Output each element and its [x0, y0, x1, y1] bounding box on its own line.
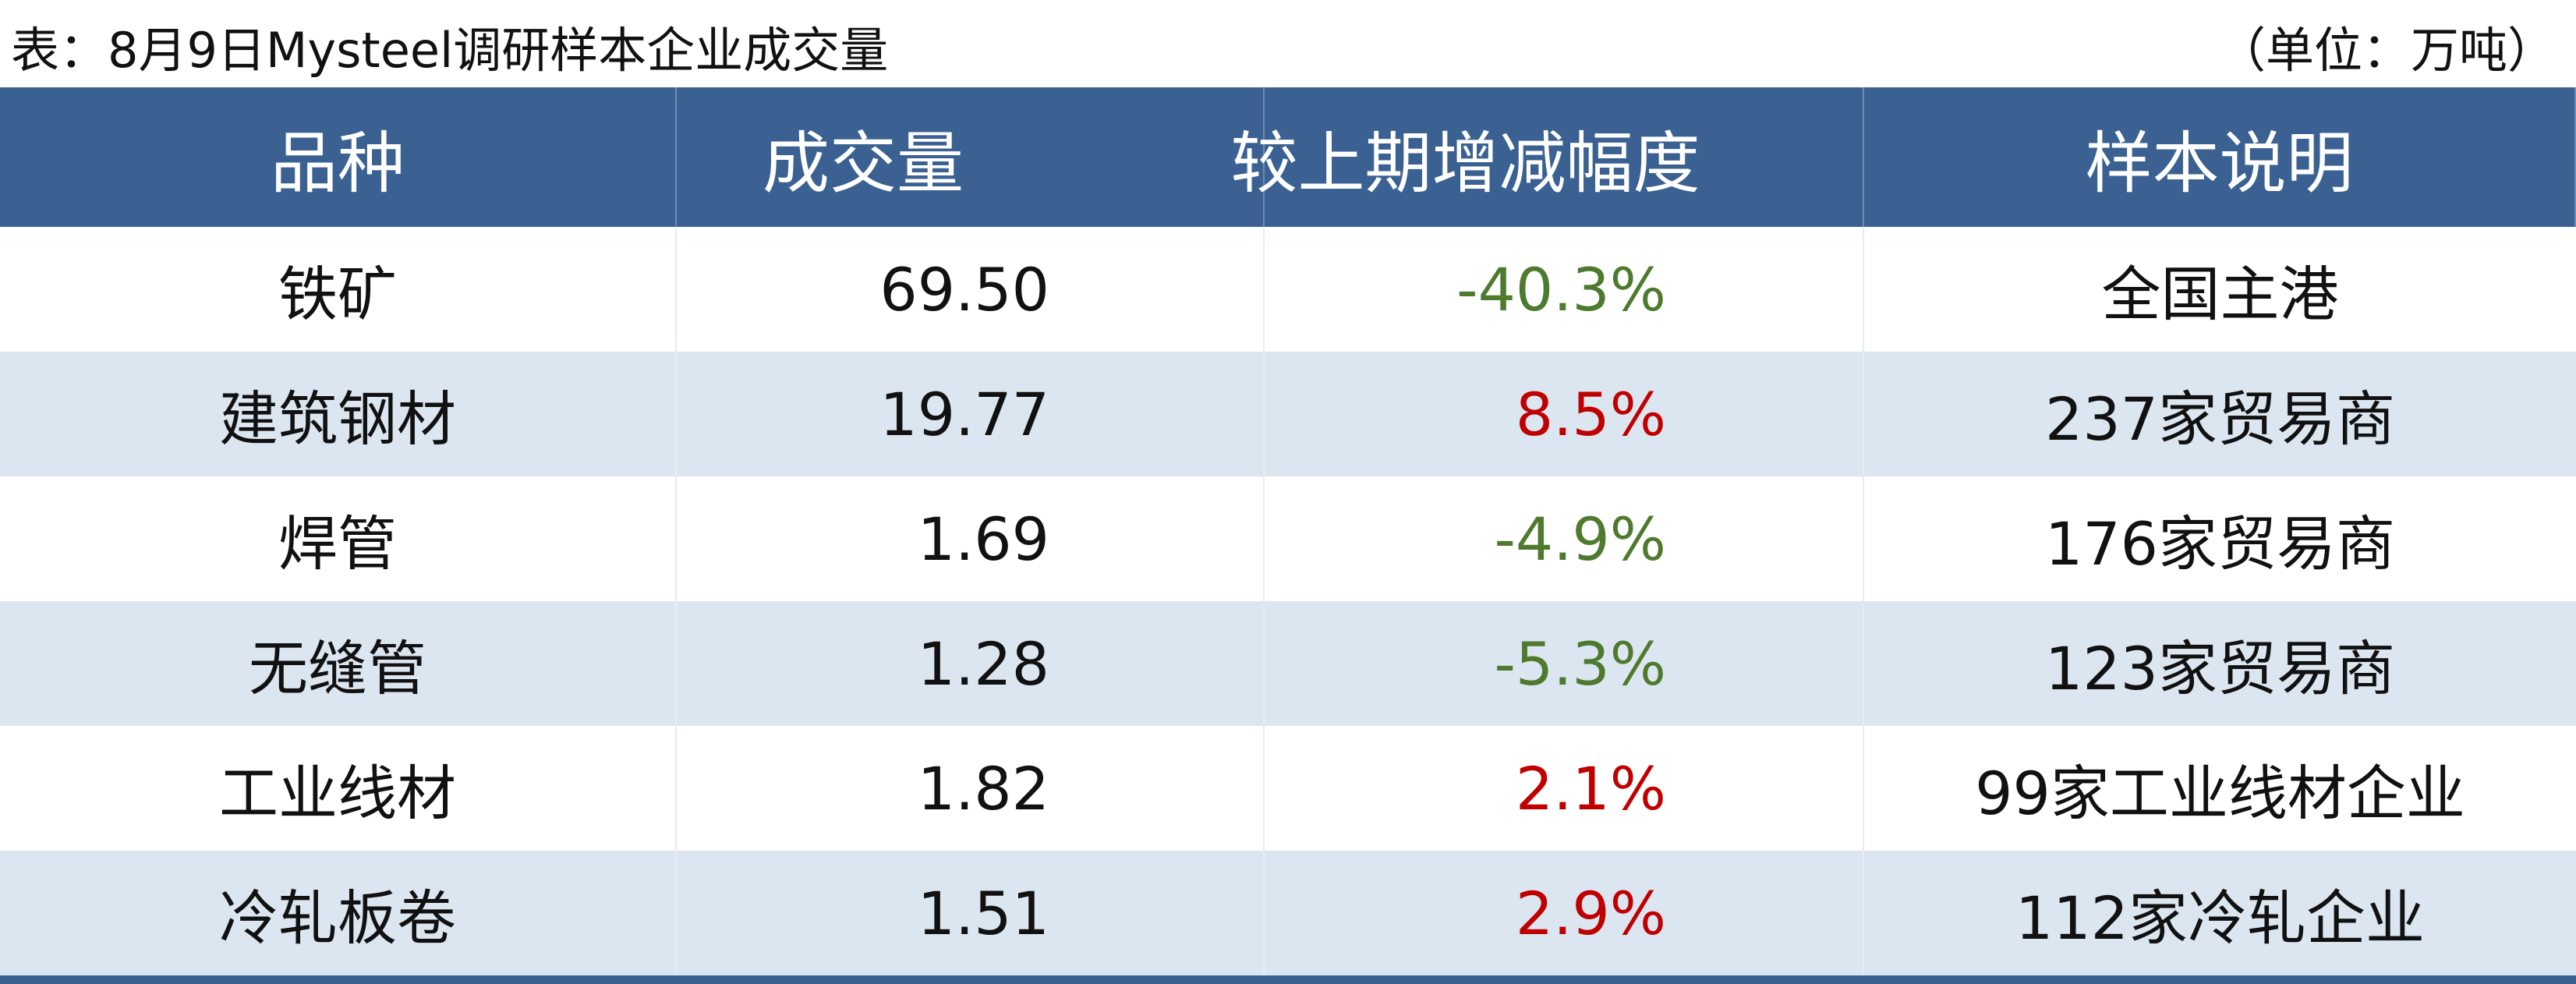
change-cell: -5.3% — [1265, 601, 1864, 726]
table-row: 建筑钢材 19.77 8.5% 237家贸易商 — [0, 352, 2576, 476]
variety-cell: 工业线材 — [0, 726, 677, 851]
table-row: 焊管 1.69 -4.9% 176家贸易商 — [0, 476, 2576, 601]
data-table: 品种 成交量 较上期增减幅度 样本说明 铁矿 69.50 -40.3% 全国主港 建筑钢材 19.… — [0, 87, 2576, 975]
change-cell: -40.3% — [1265, 227, 1864, 352]
change-cell: 2.9% — [1265, 851, 1864, 975]
column-header: 成交量 — [677, 87, 1265, 227]
change-cell: 2.1% — [1265, 726, 1864, 851]
sample-cell: 237家贸易商 — [2044, 384, 2396, 454]
column-header: 品种 — [0, 87, 677, 227]
change-cell: -4.9% — [1265, 476, 1864, 601]
volume-cell: 1.51 — [677, 851, 1265, 975]
table-row: 冷轧板卷 1.51 2.9% 112家冷轧企业 — [0, 851, 2576, 975]
volume-cell: 1.28 — [677, 601, 1265, 726]
variety-cell: 焊管 — [0, 476, 677, 601]
volume-cell: 69.50 — [677, 227, 1265, 352]
unit-label: （单位：万吨） — [2217, 22, 2556, 79]
sample-cell: 123家贸易商 — [2044, 634, 2396, 703]
sample-cell: 176家贸易商 — [2044, 509, 2396, 579]
table-row: 无缝管 1.28 -5.3% 123家贸易商 — [0, 601, 2576, 726]
table-row: 铁矿 69.50 -40.3% 全国主港 — [0, 227, 2576, 352]
sample-cell: 99家工业线材企业 — [1975, 759, 2465, 828]
sample-cell: 112家冷轧企业 — [2015, 883, 2426, 953]
variety-cell: 建筑钢材 — [0, 352, 677, 476]
title-bar: 表：8月9日Mysteel调研样本企业成交量 （单位：万吨） — [0, 0, 2576, 87]
column-header: 较上期增减幅度 — [1231, 87, 1864, 227]
variety-cell: 铁矿 — [0, 227, 677, 352]
volume-cell: 1.69 — [677, 476, 1265, 601]
table-row: 工业线材 1.82 2.1% 99家工业线材企业 — [0, 726, 2576, 851]
bottom-border — [0, 975, 2576, 984]
change-cell: 8.5% — [1265, 352, 1864, 476]
variety-cell: 无缝管 — [0, 601, 677, 726]
variety-cell: 冷轧板卷 — [0, 851, 677, 975]
volume-cell: 19.77 — [677, 352, 1265, 476]
column-header: 样本说明 — [1864, 87, 2576, 227]
volume-cell: 1.82 — [677, 726, 1265, 851]
header-row: 品种 成交量 较上期增减幅度 样本说明 — [0, 87, 2576, 227]
table-title: 表：8月9日Mysteel调研样本企业成交量 — [11, 22, 889, 79]
sample-cell: 全国主港 — [2101, 260, 2339, 329]
